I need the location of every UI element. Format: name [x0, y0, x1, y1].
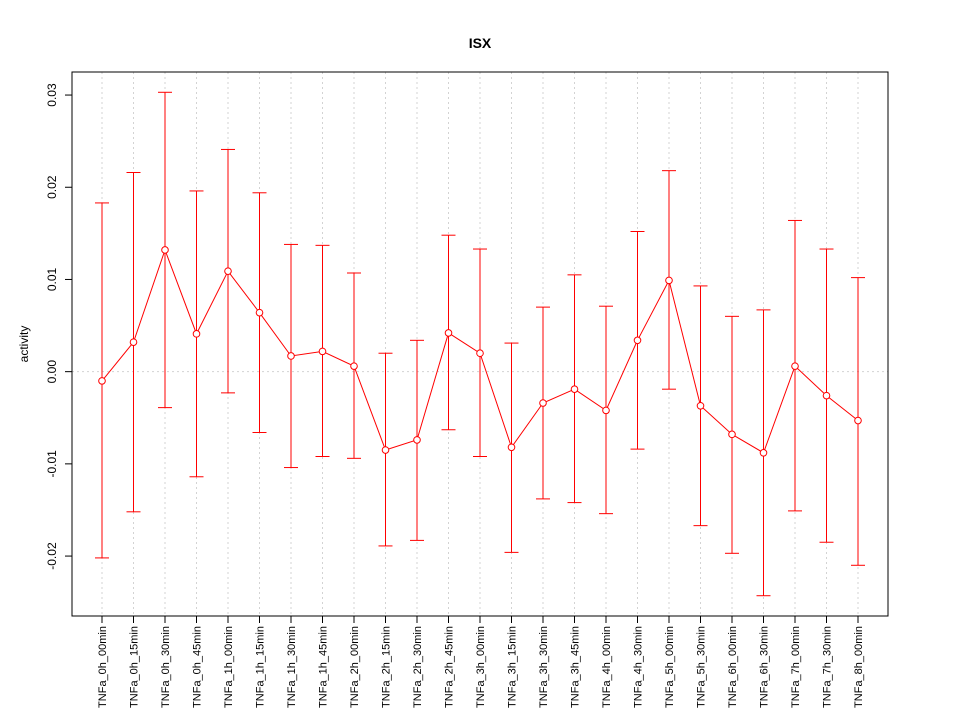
x-tick-label: TNFa_6h_30min — [759, 626, 771, 708]
data-point — [129, 338, 138, 346]
y-tick-label: -0.02 — [45, 542, 59, 570]
x-tick-label: TNFa_5h_00min — [664, 626, 676, 708]
x-tick-label: TNFa_1h_15min — [255, 626, 267, 708]
data-point — [318, 347, 327, 356]
x-tick-label: TNFa_7h_30min — [822, 626, 834, 708]
x-tick-label: TNFa_6h_00min — [727, 626, 739, 708]
y-axis: -0.02 -0.01 0.00 0.01 0.02 0.03 — [45, 83, 73, 570]
x-tick-label: TNFa_2h_45min — [444, 626, 456, 708]
x-tick-label: TNFa_7h_00min — [790, 626, 802, 708]
data-point — [507, 443, 516, 452]
x-tick-label: TNFa_0h_45min — [192, 626, 204, 708]
x-tick-label: TNFa_1h_45min — [318, 626, 330, 708]
data-point — [98, 377, 106, 385]
x-tick-label: TNFa_3h_45min — [570, 626, 582, 708]
data-point — [444, 329, 453, 337]
y-tick-label: 0.02 — [45, 175, 59, 199]
data-point — [791, 362, 799, 370]
data-point — [350, 362, 358, 370]
data-point — [476, 349, 484, 358]
data-point — [633, 336, 642, 345]
point-layer — [98, 246, 862, 457]
chart-title: ISX — [469, 35, 492, 51]
x-tick-label: TNFa_0h_30min — [160, 626, 172, 708]
data-point — [287, 352, 295, 360]
data-point — [539, 399, 547, 407]
y-axis-label: activity — [17, 326, 31, 363]
x-tick-label: TNFa_0h_00min — [97, 626, 109, 708]
x-tick-label: TNFa_2h_15min — [381, 626, 393, 708]
data-point — [381, 446, 390, 454]
x-tick-label: TNFa_1h_30min — [286, 626, 298, 708]
data-point — [822, 391, 831, 400]
data-point — [192, 330, 201, 338]
x-tick-label: TNFa_4h_00min — [601, 626, 613, 708]
data-point — [224, 267, 232, 275]
x-tick-label: TNFa_2h_30min — [412, 626, 424, 708]
data-point — [728, 430, 736, 439]
y-tick-label: 0.03 — [45, 83, 59, 107]
data-point — [854, 416, 862, 425]
x-tick-label: TNFa_2h_00min — [349, 626, 361, 708]
x-tick-label: TNFa_8h_00min — [853, 626, 865, 708]
x-tick-label: TNFa_5h_30min — [696, 626, 708, 708]
x-tick-label: TNFa_4h_30min — [633, 626, 645, 708]
data-point — [665, 276, 673, 285]
data-point — [602, 406, 610, 415]
x-tick-label: TNFa_1h_00min — [223, 626, 235, 708]
data-point — [413, 436, 421, 444]
y-tick-label: 0.01 — [45, 267, 59, 291]
x-tick-label: TNFa_3h_15min — [507, 626, 519, 708]
data-point — [255, 308, 264, 317]
data-point — [759, 449, 768, 457]
x-axis: TNFa_0h_00min TNFa_0h_15min TNFa_0h_30min T… — [97, 615, 865, 708]
x-tick-label: TNFa_3h_30min — [538, 626, 550, 708]
data-point — [570, 385, 579, 393]
x-tick-label: TNFa_0h_15min — [129, 626, 141, 708]
data-point — [696, 401, 705, 410]
y-tick-label: -0.01 — [45, 450, 59, 478]
y-tick-label: 0.00 — [45, 360, 59, 384]
x-tick-label: TNFa_3h_00min — [475, 626, 487, 708]
data-point — [161, 246, 169, 254]
